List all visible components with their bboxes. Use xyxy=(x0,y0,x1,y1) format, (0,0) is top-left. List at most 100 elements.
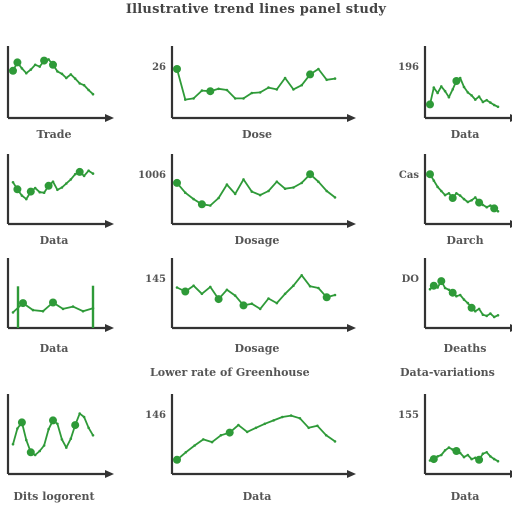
chart-1-highlight-8 xyxy=(40,56,49,65)
chart-1-highlight-10 xyxy=(49,60,57,69)
chart-3-highlight-8 xyxy=(452,77,461,85)
chart-9-highlight-12 xyxy=(467,303,476,312)
chart-3-point-16 xyxy=(485,98,489,102)
chart-8-point-1 xyxy=(175,286,179,289)
chart-3-point-13 xyxy=(474,98,477,101)
chart-10-point-4 xyxy=(25,438,28,442)
chart-2-point-11 xyxy=(258,91,262,94)
chart-6-point-11 xyxy=(466,200,470,204)
chart-11-point-15 xyxy=(298,417,302,420)
chart-8-point-13 xyxy=(275,301,279,305)
chart-7-point-4 xyxy=(41,309,45,313)
chart-9-point-9 xyxy=(458,293,462,297)
chart-1-point-5 xyxy=(29,68,33,71)
chart-8-point-17 xyxy=(308,285,312,288)
chart-11-point-13 xyxy=(281,415,284,419)
chart-6-point-8 xyxy=(455,192,458,195)
chart-1-point-16 xyxy=(78,82,81,85)
chart-6-point-3 xyxy=(436,185,439,189)
chart-6-series-line xyxy=(429,173,499,213)
chart-9-highlight-7 xyxy=(448,288,457,297)
chart-12-point-4 xyxy=(440,453,443,457)
chart-9-point-15 xyxy=(481,313,485,317)
chart-12-highlight-2 xyxy=(429,455,438,464)
chart-3-point-6 xyxy=(447,95,451,99)
chart-10-point-16 xyxy=(78,412,81,415)
chart-2-point-4 xyxy=(200,89,204,92)
chart-3-point-12 xyxy=(470,94,473,97)
row-caption-2: Data-variations xyxy=(400,366,495,379)
chart-4-x-arrow xyxy=(105,220,114,228)
chart-2-point-16 xyxy=(300,83,304,87)
chart-1-highlight-2 xyxy=(13,58,22,67)
chart-5-point-3 xyxy=(192,197,195,201)
chart-6-point-13 xyxy=(474,196,477,199)
chart-9-xlabel: Deaths xyxy=(444,342,487,355)
chart-1-point-7 xyxy=(38,65,41,68)
chart-10-x-arrow xyxy=(105,470,114,478)
chart-11-point-19 xyxy=(333,440,337,443)
chart-11-x-arrow xyxy=(347,470,356,478)
chart-10-point-13 xyxy=(65,446,68,449)
chart-11-point-3 xyxy=(193,444,196,447)
chart-8-point-14 xyxy=(283,292,287,296)
chart-10-point-2 xyxy=(16,427,19,430)
chart-8-point-11 xyxy=(258,307,262,311)
chart-5-point-11 xyxy=(258,193,262,197)
chart-5-point-6 xyxy=(217,196,220,200)
chart-12-point-18 xyxy=(492,457,496,461)
chart-12-point-12 xyxy=(470,457,473,461)
chart-11-point-2 xyxy=(184,451,188,454)
chart-6-point-4 xyxy=(440,189,443,193)
chart-11-point-8 xyxy=(237,423,240,427)
chart-4-point-4 xyxy=(25,197,28,201)
chart-2-point-6 xyxy=(217,87,220,91)
chart-6-point-10 xyxy=(462,197,466,201)
chart-2-point-20 xyxy=(333,77,337,80)
chart-9-point-8 xyxy=(455,294,458,298)
chart-1-highlight-1 xyxy=(9,66,17,75)
chart-1-xlabel: Trade xyxy=(37,128,72,141)
chart-8-point-10 xyxy=(250,302,254,306)
chart-9-point-11 xyxy=(466,301,470,305)
chart-4-highlight-2 xyxy=(13,185,22,194)
chart-12-highlight-8 xyxy=(452,447,461,455)
chart-4-highlight-16 xyxy=(75,167,84,176)
chart-7-x-arrow xyxy=(105,324,114,332)
chart-2-xlabel: Dose xyxy=(242,128,272,141)
chart-5-point-20 xyxy=(333,196,337,199)
chart-8-point-4 xyxy=(200,292,204,296)
chart-2-point-12 xyxy=(267,86,270,89)
chart-3-point-5 xyxy=(443,89,447,93)
chart-8-point-5 xyxy=(209,285,212,289)
chart-1-point-14 xyxy=(69,73,73,76)
chart-8-highlight-9 xyxy=(239,301,248,310)
chart-5-point-12 xyxy=(267,189,270,193)
chart-4-point-19 xyxy=(91,172,95,175)
chart-7-point-9 xyxy=(91,307,95,310)
chart-8-point-18 xyxy=(317,286,320,290)
chart-8-highlight-6 xyxy=(214,295,223,304)
chart-3-point-2 xyxy=(432,86,436,89)
chart-8-point-8 xyxy=(233,294,237,297)
chart-1-point-6 xyxy=(33,63,37,67)
chart-3-point-15 xyxy=(481,100,485,104)
chart-9-point-19 xyxy=(496,314,500,317)
chart-10-point-1 xyxy=(11,442,15,446)
chart-4-point-17 xyxy=(82,174,86,178)
row-caption-1: Lower rate of Greenhouse xyxy=(150,366,310,379)
chart-3-highlight-1 xyxy=(426,100,434,109)
chart-11-point-17 xyxy=(316,424,319,428)
chart-9-point-17 xyxy=(489,312,492,315)
chart-11-ytick-label: 146 xyxy=(145,410,166,421)
chart-5-x-arrow xyxy=(347,220,356,228)
chart-2-point-8 xyxy=(233,97,237,100)
chart-9-point-16 xyxy=(485,314,489,318)
chart-4-point-13 xyxy=(65,182,68,185)
chart-4-point-6 xyxy=(33,186,37,190)
chart-12-ytick-label: 155 xyxy=(398,410,419,421)
chart-6-point-16 xyxy=(485,205,489,209)
chart-5-point-10 xyxy=(250,190,254,193)
chart-5-point-9 xyxy=(242,178,245,181)
